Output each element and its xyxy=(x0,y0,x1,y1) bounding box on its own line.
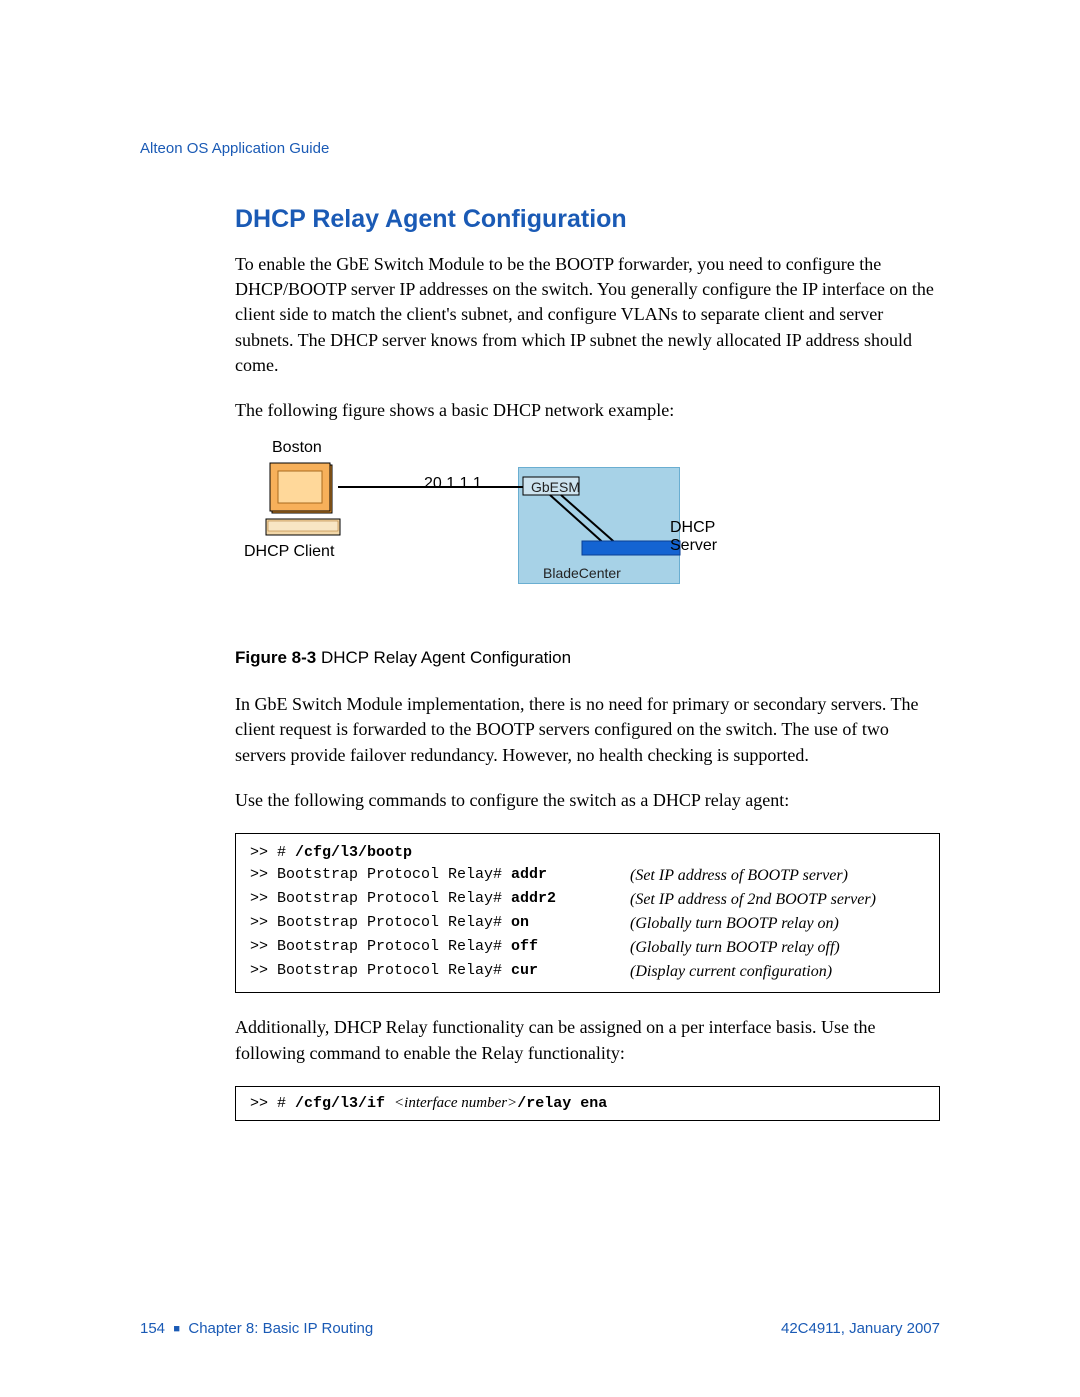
label-server: Server xyxy=(670,537,717,555)
cmd-row-first: >> # /cfg/l3/bootp xyxy=(250,842,925,865)
cmd-left-bold: on xyxy=(511,914,529,931)
intro-paragraph-1: To enable the GbE Switch Module to be th… xyxy=(235,252,940,378)
cmd-right: (Globally turn BOOTP relay off) xyxy=(630,936,840,960)
footer-square-icon: ■ xyxy=(173,1323,180,1335)
post-figure-para-2: Use the following commands to configure … xyxy=(235,788,940,813)
footer-left: 154 ■ Chapter 8: Basic IP Routing xyxy=(140,1320,373,1337)
cmd-right: (Globally turn BOOTP relay on) xyxy=(630,912,839,936)
label-bladecenter: BladeCenter xyxy=(543,565,621,581)
cmd2-italic: <interface number> xyxy=(394,1095,517,1111)
post-cmd-para: Additionally, DHCP Relay functionality c… xyxy=(235,1015,940,1065)
page-container: Alteon OS Application Guide DHCP Relay A… xyxy=(0,0,1080,1397)
monitor-icon xyxy=(266,463,340,535)
cmd-row: >> Bootstrap Protocol Relay# addr2 (Set … xyxy=(250,888,925,912)
cmd-left-prefix: >> Bootstrap Protocol Relay# xyxy=(250,890,511,907)
cmd2-bold1: /cfg/l3/if xyxy=(295,1095,394,1112)
command-box-2: >> # /cfg/l3/if <interface number>/relay… xyxy=(235,1086,940,1121)
label-dhcp-client: DHCP Client xyxy=(244,543,334,561)
running-header: Alteon OS Application Guide xyxy=(140,140,940,157)
cmd-right: (Set IP address of BOOTP server) xyxy=(630,864,848,888)
intro-paragraph-2: The following figure shows a basic DHCP … xyxy=(235,398,940,423)
command-box-1: >> # /cfg/l3/bootp >> Bootstrap Protocol… xyxy=(235,833,940,994)
diag-line-2 xyxy=(561,495,620,547)
cmd2-prefix: >> # xyxy=(250,1095,295,1112)
figure-caption-text: DHCP Relay Agent Configuration xyxy=(316,648,571,667)
cmd-left-prefix: >> Bootstrap Protocol Relay# xyxy=(250,914,511,931)
page-number: 154 xyxy=(140,1320,165,1337)
dhcp-server-bar xyxy=(582,541,680,555)
section-heading: DHCP Relay Agent Configuration xyxy=(235,205,940,234)
page-footer: 154 ■ Chapter 8: Basic IP Routing 42C491… xyxy=(140,1320,940,1337)
cmd-left-prefix: >> Bootstrap Protocol Relay# xyxy=(250,938,511,955)
cmd-left-bold: addr xyxy=(511,866,547,883)
cmd-right: (Set IP address of 2nd BOOTP server) xyxy=(630,888,876,912)
cmd-left-bold: addr2 xyxy=(511,890,556,907)
cmd-left-bold: cur xyxy=(511,962,538,979)
diag-line-1 xyxy=(550,495,608,547)
post-figure-para-1: In GbE Switch Module implementation, the… xyxy=(235,692,940,768)
cmd-left-prefix: >> Bootstrap Protocol Relay# xyxy=(250,962,511,979)
cmd-right: (Display current configuration) xyxy=(630,960,832,984)
label-dhcp: DHCP xyxy=(670,519,715,536)
cmd-left-bold: off xyxy=(511,938,538,955)
cmd-row: >> Bootstrap Protocol Relay# on (Globall… xyxy=(250,912,925,936)
footer-right: 42C4911, January 2007 xyxy=(781,1320,940,1337)
cmd-row: >> Bootstrap Protocol Relay# addr (Set I… xyxy=(250,864,925,888)
cmd-first: /cfg/l3/bootp xyxy=(295,844,412,861)
figure-diagram: Boston 20.1.1.1 GbESM DHCP Client xyxy=(248,443,940,628)
cmd-row: >> Bootstrap Protocol Relay# cur (Displa… xyxy=(250,960,925,984)
chapter-label: Chapter 8: Basic IP Routing xyxy=(188,1320,373,1337)
cmd-prefix: >> # xyxy=(250,844,295,861)
figure-svg xyxy=(248,443,708,613)
label-dhcp-server: DHCP Server xyxy=(670,519,717,555)
figure-caption: Figure 8-3 DHCP Relay Agent Configuratio… xyxy=(235,648,940,668)
cmd-row: >> Bootstrap Protocol Relay# off (Global… xyxy=(250,936,925,960)
figure-caption-bold: Figure 8-3 xyxy=(235,648,316,667)
cmd-left-prefix: >> Bootstrap Protocol Relay# xyxy=(250,866,511,883)
label-gbesm: GbESM xyxy=(531,479,580,495)
cmd2-bold2: /relay ena xyxy=(517,1095,607,1112)
